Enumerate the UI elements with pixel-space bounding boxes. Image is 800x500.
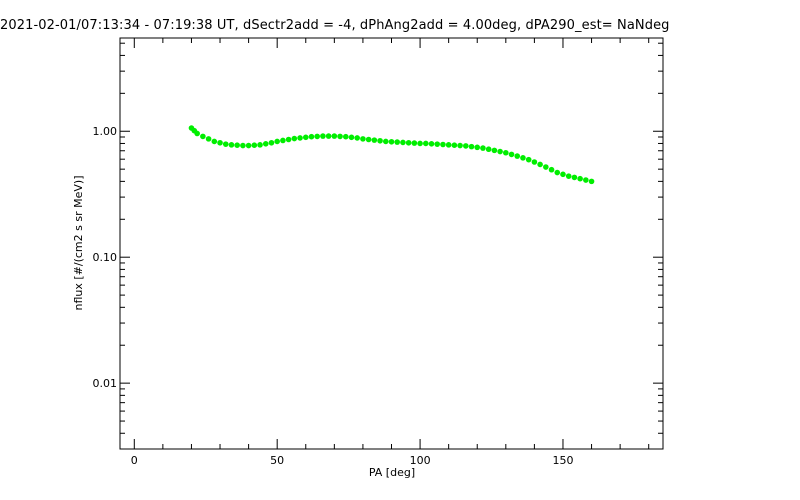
- data-point: [411, 140, 418, 146]
- x-axis: 0 50 100 150: [131, 38, 650, 467]
- data-point: [228, 142, 235, 148]
- data-point: [548, 166, 555, 173]
- x-tick-label: 100: [410, 454, 431, 467]
- data-point: [565, 173, 572, 179]
- data-point: [457, 142, 463, 149]
- data-point: [497, 148, 503, 155]
- y-axis-label: nflux [#/(cm2 s sr MeV)]: [72, 176, 85, 311]
- data-point: [428, 140, 435, 147]
- data-point: [297, 135, 303, 141]
- data-point: [302, 134, 309, 141]
- data-point: [514, 153, 521, 159]
- data-point: [211, 138, 218, 145]
- data-point: [382, 138, 389, 145]
- data-point: [388, 138, 395, 145]
- data-point: [285, 136, 292, 143]
- data-point: [200, 133, 206, 140]
- data-point: [451, 142, 458, 148]
- data-point: [554, 169, 561, 176]
- data-point: [503, 149, 509, 156]
- data-point: [520, 155, 526, 161]
- data-point: [445, 142, 452, 148]
- data-point: [394, 139, 401, 145]
- data-point: [194, 130, 200, 137]
- data-point: [463, 143, 469, 149]
- data-point: [331, 133, 338, 139]
- data-point: [417, 140, 423, 147]
- data-point: [537, 161, 543, 168]
- chart-title: 2021-02-01/07:13:34 - 07:19:38 UT, dSect…: [0, 18, 670, 33]
- data-point: [360, 136, 366, 142]
- data-point: [422, 140, 429, 147]
- data-point: [468, 143, 475, 150]
- data-point: [217, 139, 223, 146]
- data-point: [251, 142, 258, 148]
- data-point: [222, 141, 229, 147]
- data-point: [325, 133, 332, 139]
- data-point: [262, 140, 269, 147]
- data-point: [320, 133, 326, 139]
- data-point: [337, 133, 343, 140]
- data-point: [371, 137, 378, 143]
- data-point: [274, 138, 280, 145]
- x-tick-label: 150: [552, 454, 573, 467]
- data-point: [348, 134, 355, 141]
- data-point: [434, 141, 441, 147]
- data-points: [188, 125, 595, 185]
- plot-frame: [119, 37, 664, 450]
- data-point: [342, 133, 349, 140]
- data-point: [577, 175, 583, 182]
- x-axis-label: PA [deg]: [369, 466, 415, 479]
- data-point: [257, 142, 263, 148]
- data-point: [400, 139, 406, 146]
- data-point: [205, 136, 212, 142]
- y-tick-label: 1.00: [93, 125, 118, 138]
- data-point: [491, 147, 498, 154]
- data-point: [308, 133, 315, 140]
- data-point: [405, 139, 412, 146]
- data-point: [245, 142, 252, 149]
- data-point: [474, 144, 481, 151]
- data-point: [571, 174, 578, 181]
- y-tick-label: 0.10: [93, 251, 118, 264]
- y-tick-label: 0.01: [93, 377, 118, 390]
- data-point: [240, 142, 246, 149]
- data-point: [268, 139, 275, 146]
- x-tick-label: 50: [270, 454, 284, 467]
- data-point: [531, 159, 538, 165]
- data-point: [480, 145, 486, 151]
- x-tick-label: 0: [131, 454, 138, 467]
- data-point: [560, 171, 566, 178]
- data-point: [280, 137, 286, 144]
- data-point: [543, 164, 549, 170]
- data-point: [291, 135, 298, 142]
- data-point: [314, 133, 320, 140]
- data-point: [377, 137, 383, 144]
- data-point: [583, 177, 589, 183]
- data-point: [354, 135, 361, 141]
- data-point: [525, 156, 532, 163]
- y-axis: 0.01 0.10 1.00: [93, 42, 663, 450]
- data-point: [440, 141, 446, 148]
- data-point: [508, 151, 515, 158]
- data-point: [234, 142, 240, 148]
- data-point: [485, 146, 492, 153]
- data-point: [588, 178, 595, 185]
- data-point: [365, 136, 372, 143]
